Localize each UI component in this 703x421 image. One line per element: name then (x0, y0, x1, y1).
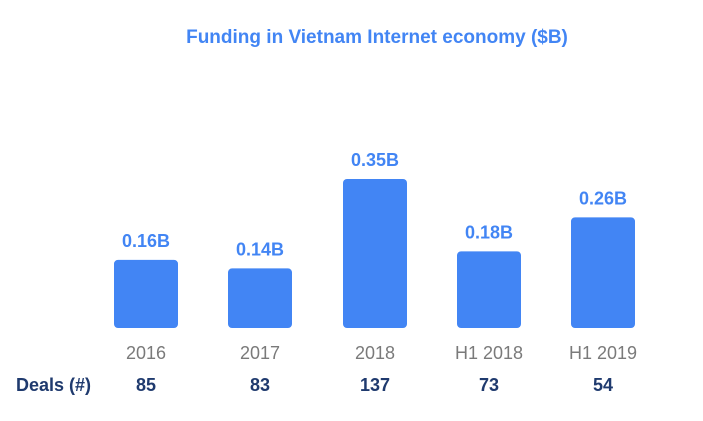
deals-row-label: Deals (#) (16, 375, 91, 395)
category-label: 2018 (355, 343, 395, 363)
bar-value-label: 0.35B (351, 150, 399, 170)
category-label: 2016 (126, 343, 166, 363)
bar-5 (571, 217, 635, 328)
bars-layer: 0.16B 2016 0.14B 2017 0.35B 2018 0.18B H1 2018 0… (114, 150, 637, 363)
bar-1 (114, 259, 178, 328)
bar-2 (228, 268, 292, 328)
deals-count: 83 (250, 375, 270, 395)
bar-3 (343, 179, 407, 328)
chart-title: Funding in Vietnam Internet economy ($B) (186, 27, 568, 48)
deals-count: 54 (593, 375, 613, 395)
bar-4 (457, 251, 521, 328)
deals-count: 137 (360, 375, 390, 395)
deals-count: 85 (136, 375, 156, 395)
deals-row: 85 83 137 73 54 (136, 375, 613, 395)
category-label: 2017 (240, 343, 280, 363)
category-label: H1 2019 (569, 343, 637, 363)
bar-value-label: 0.14B (236, 239, 284, 259)
category-label: H1 2018 (455, 343, 523, 363)
bar-value-label: 0.16B (122, 231, 170, 251)
bar-value-label: 0.18B (465, 222, 513, 242)
deals-count: 73 (479, 375, 499, 395)
bar-value-label: 0.26B (579, 188, 627, 208)
